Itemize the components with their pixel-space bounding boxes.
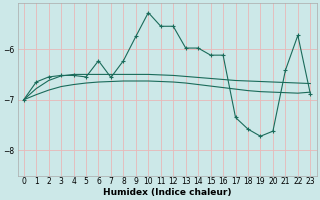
X-axis label: Humidex (Indice chaleur): Humidex (Indice chaleur)	[103, 188, 231, 197]
